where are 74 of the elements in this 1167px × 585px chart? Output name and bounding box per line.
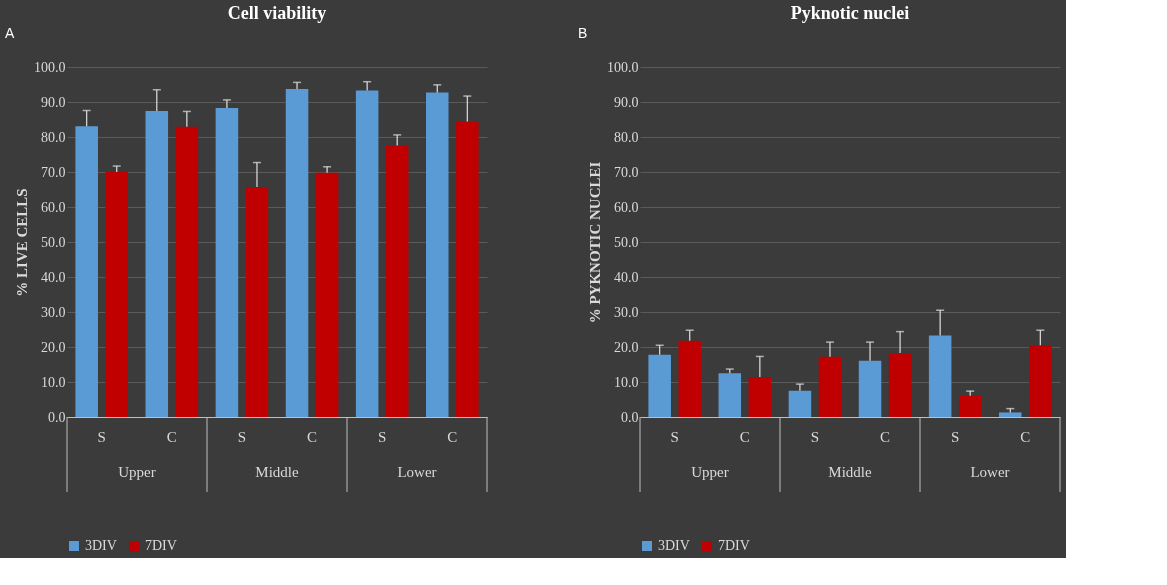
bar xyxy=(928,335,952,417)
bar xyxy=(1029,345,1052,417)
x-tick-label: C xyxy=(880,428,891,445)
y-tick-label: 60.0 xyxy=(41,199,66,215)
y-tick-label: 70.0 xyxy=(614,164,639,180)
y-tick-label: 30.0 xyxy=(614,304,639,320)
bar xyxy=(456,121,479,417)
y-tick-label: 50.0 xyxy=(41,234,66,250)
bar xyxy=(385,145,409,417)
y-tick-label: 90.0 xyxy=(41,94,66,110)
y-tick-label: 100.0 xyxy=(607,59,639,75)
chart-title: Pyknotic nuclei xyxy=(790,3,910,23)
bar xyxy=(958,395,982,417)
x-tick-label: C xyxy=(166,428,177,445)
text: Upper xyxy=(691,464,729,480)
y-tick-label: 90.0 xyxy=(614,94,639,110)
y-tick-label: 80.0 xyxy=(614,129,639,145)
legend-label: 3DIV xyxy=(658,538,690,553)
x-tick-label: S xyxy=(951,428,960,445)
x-tick-label: S xyxy=(810,428,820,445)
text: B xyxy=(578,25,588,41)
y-tick-label: 60.0 xyxy=(614,199,639,215)
y-tick-label: 50.0 xyxy=(614,234,639,250)
text: Upper xyxy=(118,464,156,480)
bar xyxy=(315,172,339,417)
text: Lower xyxy=(397,464,437,480)
y-tick-label: 30.0 xyxy=(41,304,66,320)
y-tick-label: 10.0 xyxy=(41,374,66,390)
x-tick-label: C xyxy=(1020,428,1031,445)
y-tick-label: 20.0 xyxy=(41,339,66,355)
y-tick-label: 40.0 xyxy=(614,269,639,285)
legend-label: 7DIV xyxy=(145,538,177,553)
bar xyxy=(145,111,169,417)
text: Lower xyxy=(970,464,1010,480)
y-tick-label: 0.0 xyxy=(48,409,66,425)
bar xyxy=(285,89,309,417)
legend-label: 3DIV xyxy=(85,538,117,553)
x-tick-label: C xyxy=(739,428,750,445)
x-tick-label: C xyxy=(307,428,318,445)
x-tick-label: S xyxy=(97,428,106,445)
bar xyxy=(175,126,199,417)
y-tick-label: 0.0 xyxy=(621,409,639,425)
y-axis-title: % PYKNOTIC NUCLEI xyxy=(587,161,603,324)
text: Middle xyxy=(255,464,299,480)
bar xyxy=(215,107,239,417)
x-tick-label: S xyxy=(670,428,679,445)
bar xyxy=(888,352,912,417)
legend-label: 7DIV xyxy=(718,538,750,553)
chart-title: Cell viability xyxy=(227,3,327,23)
bar xyxy=(426,92,449,417)
bar xyxy=(818,356,842,417)
x-tick-label: C xyxy=(447,428,458,445)
x-tick-label: S xyxy=(378,428,387,445)
y-tick-label: 10.0 xyxy=(614,374,639,390)
bar xyxy=(718,373,742,417)
text: A xyxy=(5,25,15,41)
bar xyxy=(355,90,379,417)
bar xyxy=(105,172,128,417)
bar xyxy=(748,377,772,417)
bar xyxy=(648,354,671,417)
y-tick-label: 70.0 xyxy=(41,164,66,180)
bar xyxy=(788,390,812,417)
bar xyxy=(999,412,1022,417)
bar xyxy=(858,360,882,417)
y-tick-label: 80.0 xyxy=(41,129,66,145)
x-tick-label: S xyxy=(237,428,247,445)
bar xyxy=(678,340,701,417)
y-tick-label: 40.0 xyxy=(41,269,66,285)
bar xyxy=(75,126,98,417)
text: Middle xyxy=(828,464,872,480)
y-tick-label: 100.0 xyxy=(34,59,66,75)
y-axis-title: % LIVE CELLS xyxy=(14,188,30,297)
y-tick-label: 20.0 xyxy=(614,339,639,355)
bar xyxy=(245,187,269,417)
